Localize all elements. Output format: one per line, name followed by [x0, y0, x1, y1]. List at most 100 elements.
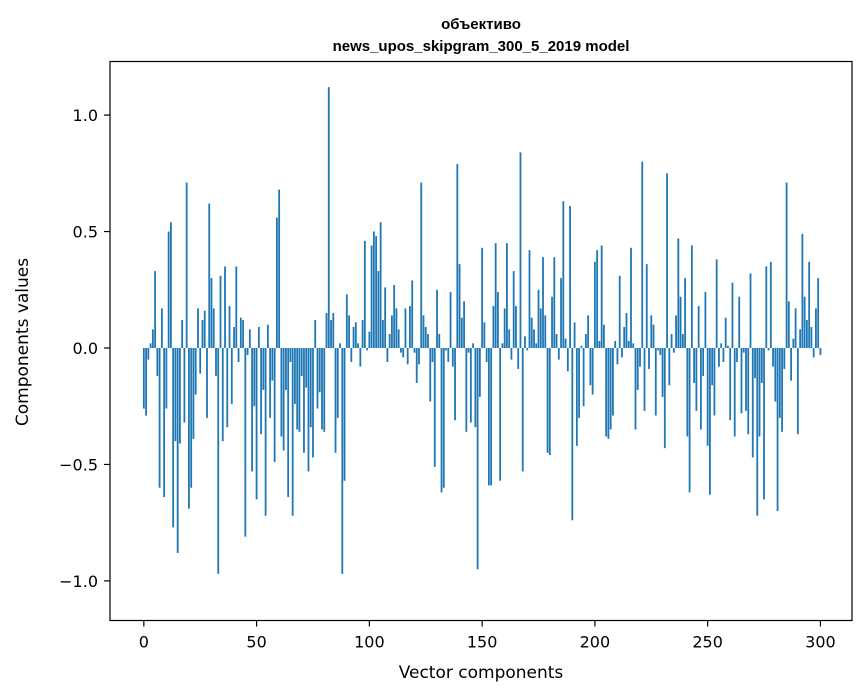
x-axis: 0 50 100 150 200 250 300 [139, 620, 836, 652]
bar-186 [562, 201, 565, 348]
bar-200 [593, 261, 596, 348]
plot-frame [109, 60, 853, 622]
bar-239 [681, 334, 684, 348]
bar-25 [199, 347, 202, 374]
bar-227 [654, 347, 657, 416]
y-tick-label: 0.0 [73, 339, 98, 358]
bar-150 [481, 247, 484, 348]
bar-249 [704, 292, 707, 348]
bar-45 [244, 347, 247, 537]
bar-198 [589, 347, 592, 386]
bar-33 [217, 347, 220, 574]
bar-89 [343, 347, 346, 481]
bar-161 [506, 243, 508, 348]
bar-192 [575, 347, 578, 446]
bar-17 [181, 320, 184, 348]
bar-95 [357, 343, 359, 348]
bar-127 [429, 347, 432, 402]
bar-65 [289, 347, 292, 362]
chart-subtitle: news_upos_skipgram_300_5_2019 model [333, 38, 630, 55]
bar-166 [517, 347, 520, 369]
bar-218 [634, 347, 637, 430]
bar-191 [573, 322, 576, 348]
bar-2 [147, 347, 150, 360]
bar-240 [684, 278, 686, 348]
bar-29 [208, 203, 211, 348]
bar-39 [230, 347, 233, 404]
bar-143 [465, 347, 468, 432]
bar-188 [566, 347, 569, 372]
bar-93 [352, 327, 355, 348]
bar-280 [774, 347, 777, 402]
bar-36 [224, 266, 226, 348]
bar-260 [729, 347, 732, 421]
bar-300 [819, 347, 822, 355]
bar-135 [447, 347, 450, 362]
bar-74 [309, 347, 312, 428]
bar-248 [702, 347, 705, 376]
bar-140 [458, 264, 461, 348]
bar-83 [330, 320, 332, 348]
bar-162 [508, 329, 511, 348]
bar-283 [781, 347, 783, 432]
bar-193 [578, 347, 580, 418]
bar-215 [627, 341, 630, 348]
bar-133 [442, 347, 445, 488]
bar-69 [298, 347, 301, 432]
bar-172 [530, 317, 533, 348]
bar-262 [733, 347, 736, 437]
bar-21 [190, 347, 193, 488]
bar-214 [625, 313, 628, 348]
bar-11 [167, 231, 170, 348]
bar-122 [418, 347, 420, 365]
bar-221 [641, 161, 644, 348]
bar-274 [760, 347, 763, 383]
bar-154 [490, 347, 493, 486]
bar-7 [158, 347, 161, 488]
bar-115 [402, 347, 405, 358]
bar-46 [246, 347, 249, 355]
bar-99 [366, 347, 368, 351]
bar-257 [722, 347, 725, 362]
bar-132 [440, 347, 443, 493]
bar-118 [409, 306, 411, 348]
bar-266 [742, 347, 745, 353]
x-tick-label: 250 [692, 633, 723, 652]
bar-278 [769, 261, 772, 348]
bar-297 [812, 347, 815, 358]
bar-77 [316, 347, 319, 409]
bar-10 [165, 347, 168, 409]
bar-217 [632, 343, 635, 348]
bar-153 [487, 347, 490, 486]
bar-173 [533, 329, 535, 348]
bar-58 [273, 347, 276, 463]
bar-78 [318, 347, 321, 393]
bar-22 [192, 347, 195, 439]
bar-16 [179, 347, 181, 444]
bar-5 [154, 271, 156, 348]
bar-27 [203, 310, 206, 348]
bar-109 [388, 334, 391, 348]
bar-9 [163, 347, 166, 498]
bar-210 [616, 347, 619, 365]
bar-285 [785, 182, 788, 348]
bar-23 [194, 347, 197, 395]
bar-288 [792, 338, 795, 348]
bar-163 [510, 347, 513, 360]
bar-152 [485, 347, 488, 362]
bar-3 [149, 343, 152, 348]
bar-52 [260, 347, 262, 435]
x-tick-label: 150 [467, 633, 498, 652]
bar-105 [379, 222, 382, 348]
bar-82 [327, 87, 330, 348]
bar-234 [670, 334, 673, 348]
bar-106 [381, 320, 384, 348]
bar-174 [535, 343, 538, 348]
bar-286 [787, 301, 790, 348]
bar-41 [235, 266, 238, 348]
bar-229 [659, 347, 662, 355]
bar-47 [248, 329, 251, 348]
bar-241 [686, 347, 689, 437]
bar-271 [754, 347, 756, 379]
